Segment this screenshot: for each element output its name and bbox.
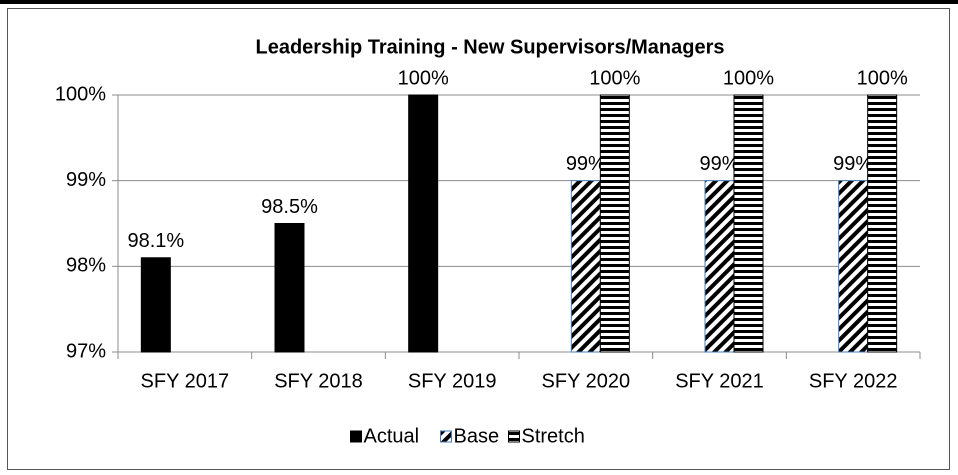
x-tick-label: SFY 2020 bbox=[542, 370, 631, 392]
x-tick-label: SFY 2021 bbox=[675, 370, 764, 392]
top-rule bbox=[0, 0, 958, 4]
x-tick-label: SFY 2017 bbox=[141, 370, 230, 392]
chart-frame bbox=[7, 8, 950, 470]
x-tick-label: SFY 2019 bbox=[408, 370, 497, 392]
data-label: 100% bbox=[857, 67, 908, 89]
legend-label: Stretch bbox=[522, 425, 585, 447]
data-label: 100% bbox=[589, 67, 640, 89]
data-label: 98.5% bbox=[261, 196, 318, 218]
y-tick-label: 100% bbox=[55, 83, 106, 105]
legend-label: Actual bbox=[364, 425, 420, 447]
bar bbox=[599, 94, 630, 353]
bar bbox=[570, 180, 601, 353]
x-tick-label: SFY 2018 bbox=[274, 370, 363, 392]
data-label: 99% bbox=[566, 153, 606, 175]
legend-swatch bbox=[440, 430, 452, 443]
legend-swatch bbox=[350, 430, 362, 443]
data-label: 100% bbox=[398, 67, 449, 89]
bar bbox=[704, 180, 735, 353]
data-label: 99% bbox=[833, 153, 873, 175]
legend-swatch bbox=[508, 430, 520, 443]
chart-title: Leadership Training - New Supervisors/Ma… bbox=[255, 36, 724, 58]
y-tick-label: 99% bbox=[66, 169, 106, 191]
x-tick-label: SFY 2022 bbox=[809, 370, 898, 392]
data-label: 99% bbox=[699, 153, 739, 175]
bar bbox=[274, 223, 305, 353]
bar bbox=[140, 257, 171, 353]
data-label: 98.1% bbox=[127, 230, 184, 252]
bar bbox=[838, 180, 869, 353]
bar bbox=[733, 94, 764, 353]
bar bbox=[408, 94, 439, 353]
y-tick-label: 97% bbox=[66, 340, 106, 362]
legend-label: Base bbox=[454, 425, 500, 447]
bar bbox=[867, 94, 898, 353]
data-label: 100% bbox=[723, 67, 774, 89]
y-tick-label: 98% bbox=[66, 255, 106, 277]
